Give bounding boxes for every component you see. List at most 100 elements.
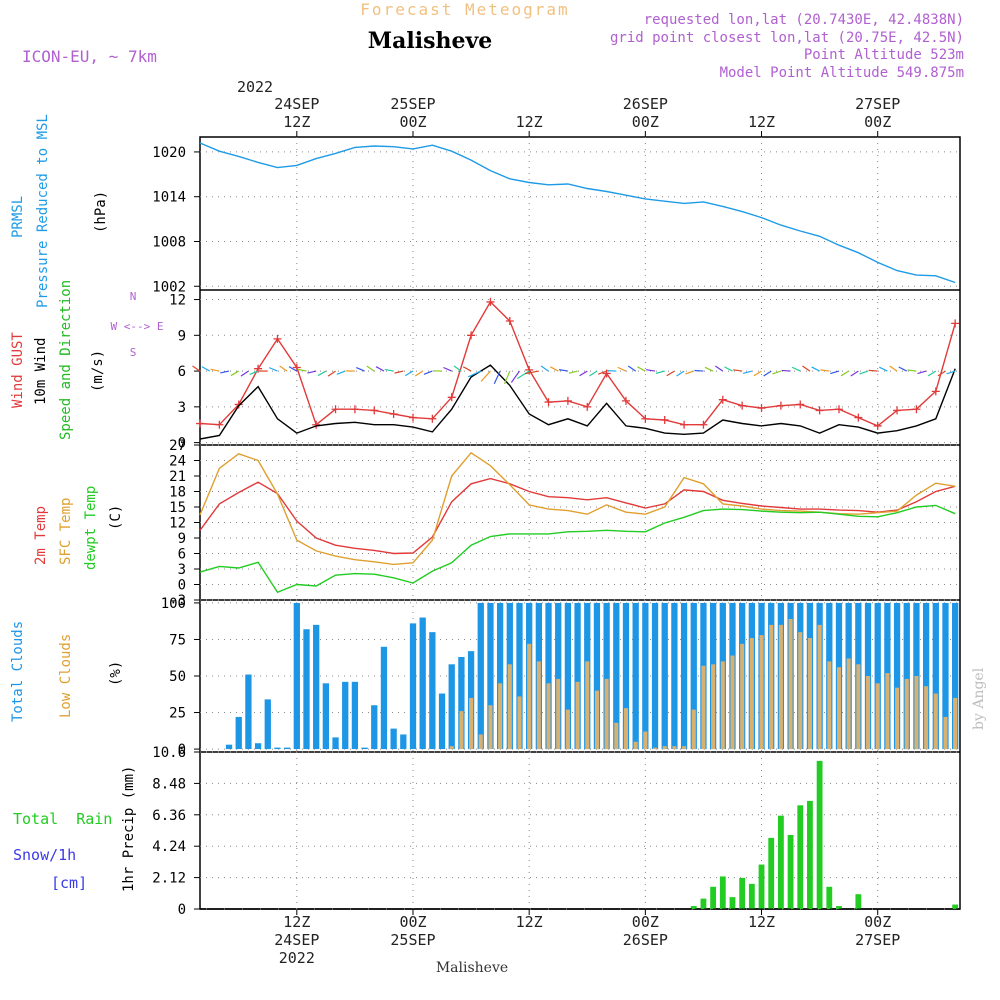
low-clouds-bar xyxy=(856,664,861,750)
total-clouds-bar xyxy=(487,602,494,750)
gust-label: Wind GUST xyxy=(10,332,26,408)
wind-arrow xyxy=(597,370,607,375)
temp-ytick-label: 21 xyxy=(169,469,186,485)
wind-ytick-label: 12 xyxy=(169,293,186,309)
sfc-temp-line xyxy=(199,451,956,566)
total-clouds-bar xyxy=(351,681,359,750)
clouds-ytick-label: 50 xyxy=(169,669,186,685)
total-rain-bar xyxy=(758,864,765,909)
low-clouds-bar xyxy=(740,643,745,750)
total-rain-bar xyxy=(768,837,775,909)
total-clouds-bar xyxy=(874,602,881,750)
total-clouds-bar xyxy=(429,632,436,750)
total-rain-bar xyxy=(700,898,707,909)
wind-arrow xyxy=(249,370,259,375)
wind-arrow xyxy=(772,370,782,375)
sfc-label: SFC Temp xyxy=(58,498,74,565)
clouds-unit: (%) xyxy=(108,661,124,686)
top-axis-year: 2022 xyxy=(237,78,273,96)
total-clouds-bar xyxy=(264,699,271,750)
wind-arrow xyxy=(646,369,656,372)
low-clouds-bar xyxy=(885,673,890,750)
gust-marker xyxy=(776,401,785,410)
total-clouds-bar xyxy=(632,602,639,750)
gust-marker xyxy=(486,297,495,306)
top-axis-label: 12Z xyxy=(748,113,775,131)
wind-arrow xyxy=(210,368,220,372)
10m-wind-line xyxy=(199,364,956,440)
precip-ytick-label: 6.36 xyxy=(152,808,186,824)
wind-arrow xyxy=(503,370,511,385)
wind-arrow xyxy=(366,365,375,372)
gust-marker xyxy=(951,319,960,328)
wind-arrow xyxy=(220,370,230,374)
pressure-ytick-label: 1020 xyxy=(152,145,186,161)
wind-arrow xyxy=(550,366,559,372)
top-axis-label: 00Z xyxy=(399,113,426,131)
grid-point-coords: grid point closest lon,lat (20.75E, 42.5… xyxy=(610,30,964,46)
gust-marker xyxy=(389,410,398,418)
prmsl-line xyxy=(199,142,956,284)
top-axis-label: 12Z xyxy=(516,113,543,131)
wind-arrow xyxy=(336,370,346,375)
total-clouds-bar xyxy=(400,734,407,750)
low-clouds-bar xyxy=(604,678,609,750)
bottom-axis-label: 00Z xyxy=(864,913,891,931)
wind-arrow xyxy=(637,366,646,372)
wind-arrow xyxy=(540,365,549,372)
total-clouds-bar xyxy=(438,693,446,750)
top-axis-label: 25SEP xyxy=(390,95,435,113)
gust-marker xyxy=(408,413,417,422)
wind-arrow xyxy=(493,370,501,385)
total-clouds-bar xyxy=(661,602,668,750)
total-rain-bar xyxy=(710,886,717,909)
low-clouds-bar xyxy=(643,731,648,750)
total-clouds-bar xyxy=(622,602,630,750)
wind-arrow xyxy=(579,370,588,377)
wind-arrow xyxy=(743,370,753,375)
total-clouds-label: Total Clouds xyxy=(10,621,26,722)
wind-arrow xyxy=(414,370,424,377)
total-clouds-bar xyxy=(603,602,610,750)
top-axis-label: 12Z xyxy=(283,113,310,131)
wind-arrow xyxy=(898,366,908,372)
pressure-ytick-label: 1002 xyxy=(152,279,186,295)
gust-marker xyxy=(273,334,282,343)
low-clouds-bar xyxy=(865,676,871,750)
wind-arrow xyxy=(676,370,685,377)
total-clouds-bar xyxy=(555,602,562,750)
wind-arrow xyxy=(781,369,791,372)
low-clouds-bar xyxy=(953,697,958,750)
total-rain-bar xyxy=(816,760,823,909)
low-clouds-bar xyxy=(701,665,706,750)
dew-label: dewpt Temp xyxy=(83,486,99,570)
wind-arrow xyxy=(666,370,675,377)
low-clouds-bar xyxy=(807,638,812,750)
top-axis-label: 00Z xyxy=(632,113,659,131)
low-clouds-bar xyxy=(827,661,832,750)
gust-marker xyxy=(563,396,572,405)
low-clouds-bar xyxy=(749,638,754,750)
total-clouds-bar xyxy=(390,728,397,750)
temp-ytick-label: 15 xyxy=(169,500,186,516)
wind-arrow xyxy=(327,370,336,377)
gust-marker xyxy=(467,331,476,340)
clouds-panel: 0 25 50 75 100 xyxy=(161,596,960,758)
low-clouds-bar xyxy=(585,661,590,750)
total-clouds-bar xyxy=(564,602,572,750)
wind-arrow xyxy=(589,370,598,377)
wind-arrow xyxy=(404,370,414,377)
gust-marker xyxy=(196,419,204,428)
gust-marker xyxy=(331,405,340,414)
total-rain-bar xyxy=(826,886,833,909)
low-clouds-bar xyxy=(575,681,580,750)
precip-ytick-label: 2.12 xyxy=(152,871,186,887)
low-clouds-label: Low Clouds xyxy=(58,634,74,718)
clouds-ytick-label: 100 xyxy=(161,596,186,612)
wind-ytick-label: 3 xyxy=(178,400,186,416)
total-rain-bar xyxy=(836,906,842,909)
wind-arrow xyxy=(830,370,840,375)
total-rain-bar xyxy=(797,805,804,909)
